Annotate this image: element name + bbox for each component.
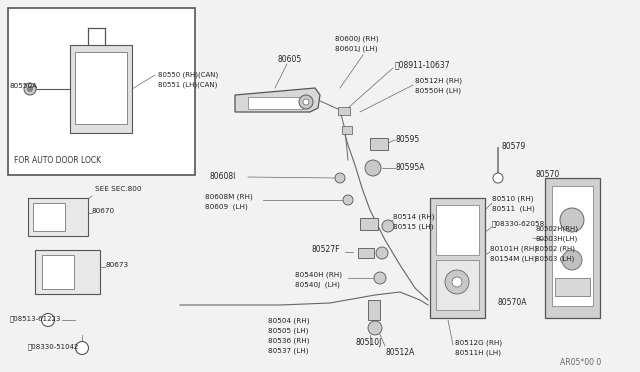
- Circle shape: [42, 314, 54, 327]
- Text: 80570A: 80570A: [498, 298, 527, 307]
- Bar: [555, 278, 590, 296]
- Text: 80601J (LH): 80601J (LH): [335, 45, 378, 51]
- Circle shape: [28, 87, 33, 92]
- Circle shape: [335, 173, 345, 183]
- Text: 80551 (LH)(CAN): 80551 (LH)(CAN): [158, 82, 218, 89]
- Text: 80595: 80595: [395, 135, 419, 144]
- Text: 80550 (RH)(CAN): 80550 (RH)(CAN): [158, 72, 218, 78]
- Text: 80510J: 80510J: [355, 338, 381, 347]
- Text: 80504 (RH): 80504 (RH): [268, 318, 310, 324]
- Text: 80670: 80670: [92, 208, 115, 214]
- Bar: [70, 45, 132, 133]
- Text: 80570: 80570: [535, 170, 559, 179]
- Bar: [42, 255, 74, 289]
- Text: 80600J (RH): 80600J (RH): [335, 35, 379, 42]
- Bar: [368, 300, 380, 320]
- Text: 80512G (RH): 80512G (RH): [455, 340, 502, 346]
- Text: 80595A: 80595A: [395, 163, 424, 172]
- Text: 80101H (RH): 80101H (RH): [490, 245, 537, 251]
- Circle shape: [452, 277, 462, 287]
- Text: 80536 (RH): 80536 (RH): [268, 338, 310, 344]
- Text: 80608M (RH): 80608M (RH): [205, 193, 253, 199]
- Bar: [35, 250, 100, 294]
- Text: FOR AUTO DOOR LOCK: FOR AUTO DOOR LOCK: [14, 156, 101, 165]
- Bar: [552, 186, 593, 306]
- Circle shape: [368, 321, 382, 335]
- Bar: [430, 198, 485, 318]
- Text: 80511H (LH): 80511H (LH): [455, 350, 501, 356]
- Text: 80608I: 80608I: [210, 172, 236, 181]
- Text: 80512H (RH): 80512H (RH): [415, 78, 462, 84]
- Circle shape: [76, 341, 88, 355]
- Text: 80550A: 80550A: [10, 83, 38, 89]
- Text: 80502 (RH): 80502 (RH): [535, 245, 575, 251]
- Text: SEE SEC.800: SEE SEC.800: [95, 186, 141, 192]
- Polygon shape: [235, 88, 320, 112]
- Circle shape: [299, 95, 313, 109]
- Circle shape: [382, 220, 394, 232]
- Text: 80514 (RH): 80514 (RH): [393, 213, 435, 219]
- Text: 80609  (LH): 80609 (LH): [205, 203, 248, 209]
- Circle shape: [562, 250, 582, 270]
- Text: 80515 (LH): 80515 (LH): [393, 223, 433, 230]
- Text: 80540J  (LH): 80540J (LH): [295, 282, 340, 289]
- Circle shape: [374, 272, 386, 284]
- Circle shape: [343, 195, 353, 205]
- Bar: [338, 107, 350, 115]
- Text: Ⓝ08330-62058: Ⓝ08330-62058: [492, 220, 545, 227]
- Circle shape: [24, 83, 36, 95]
- Text: 80502H(RH): 80502H(RH): [535, 225, 578, 231]
- Text: 80505 (LH): 80505 (LH): [268, 328, 308, 334]
- Bar: [436, 260, 479, 310]
- Text: 80503 (LH): 80503 (LH): [535, 255, 574, 262]
- Text: 80579: 80579: [502, 142, 526, 151]
- Circle shape: [445, 270, 469, 294]
- Bar: [370, 138, 388, 150]
- Text: 80511  (LH): 80511 (LH): [492, 205, 535, 212]
- Text: 80550H (LH): 80550H (LH): [415, 88, 461, 94]
- Text: 80512A: 80512A: [385, 348, 414, 357]
- Circle shape: [376, 247, 388, 259]
- Text: 80540H (RH): 80540H (RH): [295, 272, 342, 279]
- Bar: [436, 205, 479, 255]
- Bar: [360, 218, 378, 230]
- Text: 80537 (LH): 80537 (LH): [268, 348, 308, 355]
- Circle shape: [365, 160, 381, 176]
- Text: 80503H(LH): 80503H(LH): [535, 235, 577, 241]
- Text: Ⓝ08513-61223: Ⓝ08513-61223: [10, 315, 61, 322]
- Circle shape: [303, 99, 309, 105]
- Bar: [75, 52, 127, 124]
- Bar: [342, 126, 352, 134]
- Text: 80605: 80605: [278, 55, 302, 64]
- Bar: [28, 198, 88, 236]
- Circle shape: [560, 208, 584, 232]
- Bar: [8, 8, 195, 175]
- Text: 80510 (RH): 80510 (RH): [492, 195, 534, 202]
- Text: AR05*00 0: AR05*00 0: [560, 358, 601, 367]
- Text: 80673: 80673: [105, 262, 128, 268]
- Bar: [545, 178, 600, 318]
- Bar: [358, 248, 374, 258]
- Text: Ⓝ08330-51042: Ⓝ08330-51042: [28, 343, 79, 350]
- Circle shape: [493, 173, 503, 183]
- Text: 80154M (LH): 80154M (LH): [490, 255, 537, 262]
- Bar: [248, 97, 303, 109]
- Text: ⓝ08911-10637: ⓝ08911-10637: [395, 60, 451, 69]
- Text: 80527F: 80527F: [312, 245, 340, 254]
- Bar: [33, 203, 65, 231]
